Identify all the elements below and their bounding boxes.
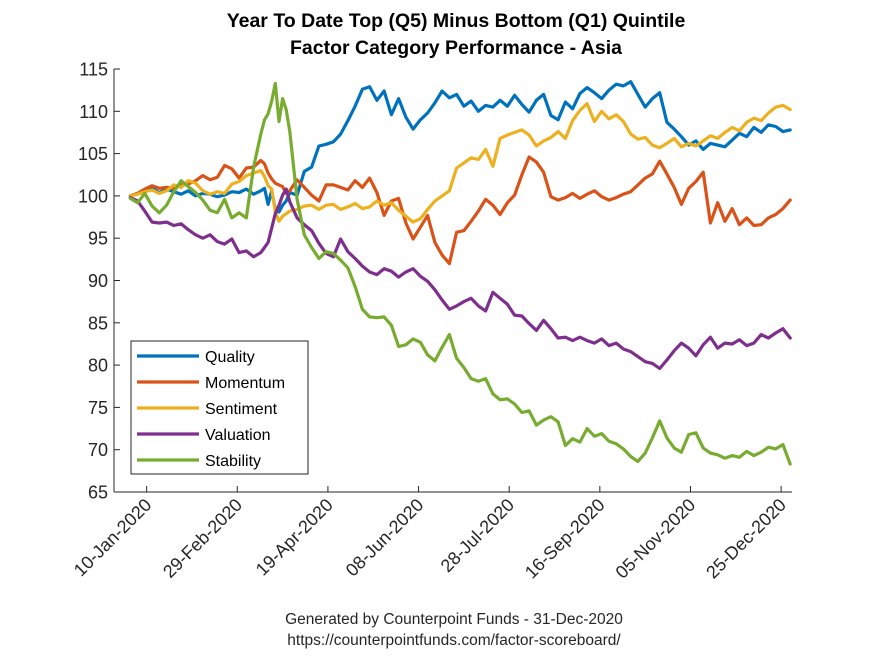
y-tick-label: 105: [78, 144, 108, 164]
y-tick-label: 100: [78, 186, 108, 206]
x-ticks: 10-Jan-2020 29-Feb-2020 19-Apr-2020 08-Jun-…: [70, 486, 790, 582]
footer-generated-by: Generated by Counterpoint Funds - 31-Dec…: [285, 611, 623, 628]
chart-title-line1: Year To Date Top (Q5) Minus Bottom (Q1) …: [227, 10, 686, 32]
x-tick-label: 10-Jan-2020: [70, 495, 156, 581]
legend-label-quality: Quality: [205, 349, 255, 366]
series-line-sentiment: [128, 102, 792, 224]
y-tick-label: 75: [88, 398, 108, 418]
y-tick-label: 70: [88, 440, 108, 460]
legend-label-momentum: Momentum: [205, 375, 285, 392]
x-tick-label: 08-Jun-2020: [342, 495, 428, 581]
x-tick-label: 28-Jul-2020: [437, 495, 518, 576]
y-tick-label: 65: [88, 483, 108, 503]
y-tick-label: 90: [88, 271, 108, 291]
series-line-momentum: [128, 155, 792, 266]
series-line-stability: [128, 81, 792, 466]
y-tick-label: 110: [79, 102, 108, 122]
x-tick-label: 16-Sep-2020: [521, 495, 609, 583]
y-tick-label: 80: [88, 356, 108, 376]
x-tick-label: 29-Feb-2020: [159, 495, 246, 582]
x-tick-label: 19-Apr-2020: [252, 495, 337, 580]
legend-label-sentiment: Sentiment: [205, 401, 278, 418]
plot-lines: [128, 80, 792, 466]
y-tick-label: 95: [88, 229, 108, 249]
chart-title-line2: Factor Category Performance - Asia: [290, 37, 622, 59]
x-tick-label: 25-Dec-2020: [702, 495, 790, 583]
y-ticks: 65 70 75 80 85 90 95 100 105 110 115: [78, 60, 120, 503]
y-tick-label: 115: [79, 60, 108, 80]
legend-label-valuation: Valuation: [205, 427, 271, 444]
series-line-valuation: [128, 187, 792, 371]
legend-items: Quality Momentum Sentiment Valuation Stabili…: [137, 349, 285, 470]
series-line-quality: [128, 80, 792, 214]
x-tick-label: 05-Nov-2020: [612, 495, 700, 583]
y-tick-label: 85: [88, 313, 108, 333]
footer-url: https://counterpointfunds.com/factor-sco…: [287, 632, 621, 649]
legend-label-stability: Stability: [205, 453, 261, 470]
legend: Quality Momentum Sentiment Valuation Stabili…: [130, 340, 309, 475]
